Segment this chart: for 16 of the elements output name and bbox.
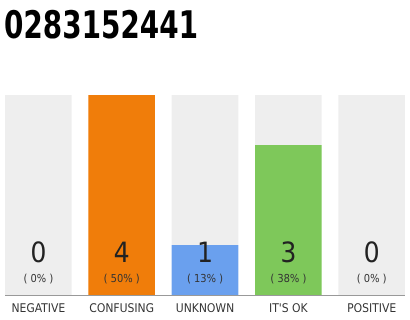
annotation: ( 0% ) <box>23 272 54 285</box>
annotation: 0 <box>364 236 380 269</box>
x-tick-label: POSITIVE <box>347 301 396 315</box>
annotation: 0 <box>30 236 46 269</box>
data-label: 3 <box>280 236 296 269</box>
x-tick-label: NEGATIVE <box>11 301 66 315</box>
data-label: 1 <box>196 236 214 269</box>
x-tick-label: UNKNOWN <box>176 301 234 315</box>
annotation: ( 13% ) <box>186 272 224 285</box>
x-tick-label: CONFUSING <box>89 301 154 315</box>
x-tick-label: IT'S OK <box>269 301 309 315</box>
annotation: ( 50% ) <box>104 272 140 285</box>
annotation: ( 0% ) <box>356 272 387 285</box>
chart-title: 0283152441 <box>4 3 242 47</box>
annotation: ( 38% ) <box>270 272 306 285</box>
data-label: 4 <box>114 236 130 269</box>
